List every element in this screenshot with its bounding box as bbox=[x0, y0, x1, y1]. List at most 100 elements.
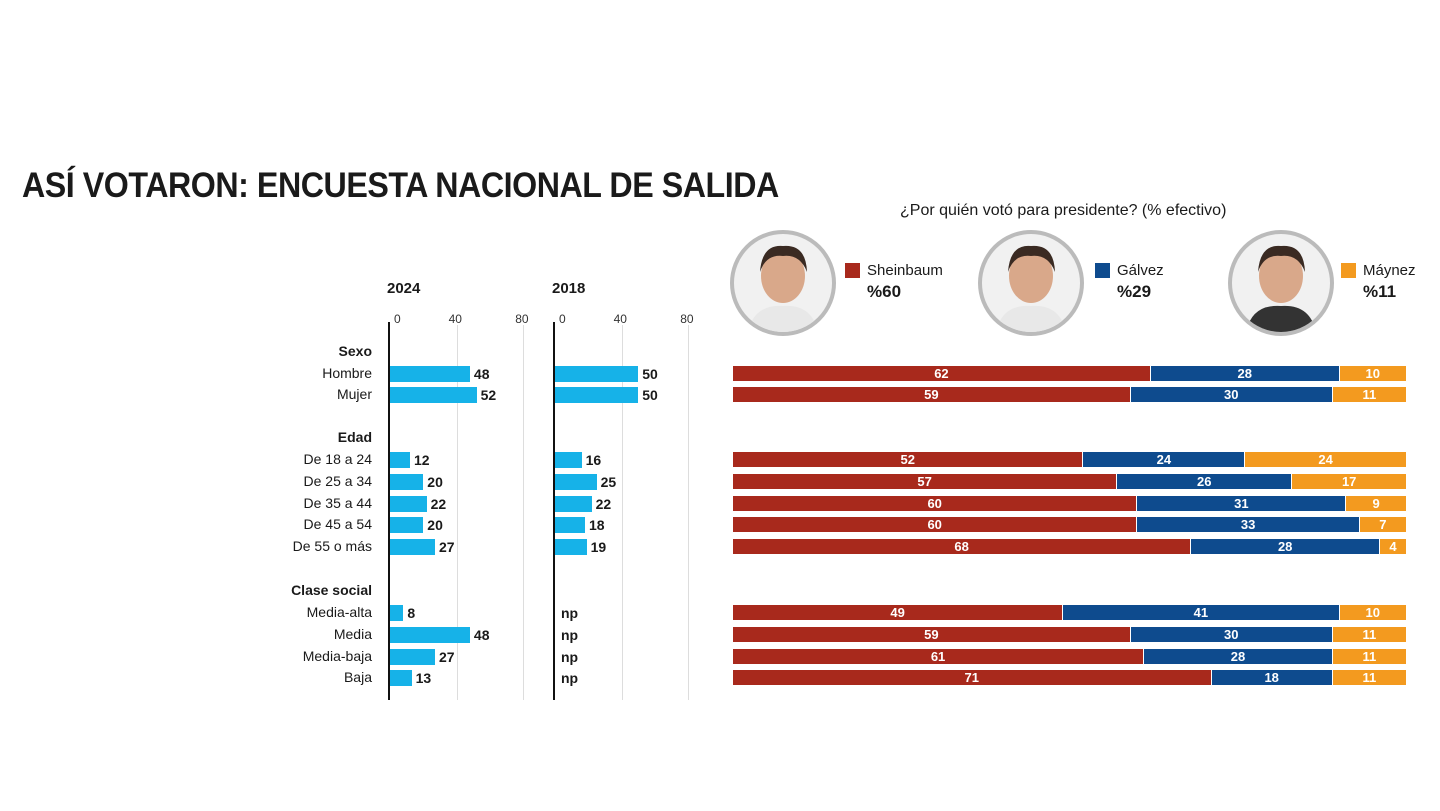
panel-year: 2024 bbox=[387, 280, 421, 297]
category-label: De 18 a 24 bbox=[303, 451, 373, 467]
group-label: Clase social bbox=[291, 582, 372, 598]
candidate-photo bbox=[978, 230, 1084, 336]
bar bbox=[390, 539, 435, 555]
candidate-photo bbox=[1228, 230, 1334, 336]
axis-tick-label: 0 bbox=[559, 312, 566, 326]
bar-value-label: 22 bbox=[595, 496, 612, 512]
bar bbox=[555, 474, 597, 490]
stacked-segment-máynez: 11 bbox=[1332, 627, 1406, 642]
bar bbox=[555, 366, 639, 382]
legend-swatch bbox=[1095, 263, 1110, 278]
axis-line bbox=[388, 322, 390, 700]
stacked-segment-sheinbaum: 60 bbox=[733, 496, 1137, 511]
category-label: Media-alta bbox=[306, 604, 372, 620]
stacked-segment-gálvez: 18 bbox=[1211, 670, 1332, 685]
category-label: De 45 a 54 bbox=[303, 516, 373, 532]
bar-value-label: 27 bbox=[438, 649, 455, 665]
axis-tick-label: 80 bbox=[680, 312, 694, 326]
bar-value-label: 20 bbox=[427, 474, 443, 490]
stacked-segment-sheinbaum: 59 bbox=[733, 387, 1130, 402]
np-label: np bbox=[561, 627, 579, 643]
bar bbox=[555, 517, 585, 533]
stacked-segment-máynez: 11 bbox=[1332, 387, 1406, 402]
axis-tick-label: 40 bbox=[448, 312, 462, 326]
candidate-photo bbox=[730, 230, 836, 336]
stacked-segment-sheinbaum: 60 bbox=[733, 517, 1137, 532]
gridline bbox=[456, 325, 458, 700]
stacked-segment-máynez: 11 bbox=[1332, 649, 1406, 664]
gridline bbox=[688, 325, 690, 700]
axis-tick-label: 80 bbox=[515, 312, 529, 326]
stacked-segment-sheinbaum: 61 bbox=[733, 649, 1144, 664]
bar bbox=[555, 452, 582, 468]
stacked-segment-sheinbaum: 59 bbox=[733, 627, 1130, 642]
category-label: Media bbox=[333, 626, 372, 642]
stacked-segment-gálvez: 28 bbox=[1144, 649, 1332, 664]
stacked-segment-sheinbaum: 71 bbox=[733, 670, 1211, 685]
bar-value-label: 52 bbox=[480, 387, 497, 403]
bar-value-label: 13 bbox=[415, 670, 432, 686]
category-label: Mujer bbox=[336, 386, 372, 402]
legend-name: Gálvez bbox=[1117, 262, 1164, 279]
bar-value-label: 20 bbox=[427, 517, 443, 533]
bar bbox=[390, 627, 470, 643]
bar-value-label: 22 bbox=[430, 496, 447, 512]
bar-value-label: 50 bbox=[642, 387, 658, 403]
legend-percent: %11 bbox=[1363, 282, 1397, 301]
gridline bbox=[621, 325, 623, 700]
stacked-segment-máynez: 17 bbox=[1292, 474, 1406, 489]
bar-value-label: 18 bbox=[588, 517, 605, 533]
stacked-segment-máynez: 10 bbox=[1339, 605, 1406, 620]
stacked-segment-sheinbaum: 52 bbox=[733, 452, 1083, 467]
bar bbox=[390, 474, 424, 490]
bar bbox=[390, 366, 470, 382]
bar-value-label: 27 bbox=[438, 539, 455, 555]
bar bbox=[555, 387, 639, 403]
bar bbox=[555, 539, 587, 555]
bar-value-label: 48 bbox=[473, 627, 490, 643]
bar bbox=[390, 387, 477, 403]
legend-percent: %60 bbox=[867, 282, 902, 301]
axis-tick-label: 40 bbox=[613, 312, 627, 326]
np-label: np bbox=[561, 649, 579, 665]
bar-value-label: 16 bbox=[585, 452, 602, 468]
bar-value-label: 12 bbox=[413, 452, 430, 468]
legend-percent: %29 bbox=[1117, 282, 1152, 301]
bar bbox=[390, 605, 404, 621]
stacked-segment-máynez: 7 bbox=[1359, 517, 1406, 532]
group-label: Sexo bbox=[338, 343, 372, 359]
bar bbox=[390, 649, 435, 665]
stacked-segment-gálvez: 30 bbox=[1130, 627, 1332, 642]
stacked-segment-máynez: 4 bbox=[1380, 539, 1406, 554]
category-label: De 35 a 44 bbox=[303, 495, 373, 511]
page-title: ASÍ VOTARON: ENCUESTA NACIONAL DE SALIDA bbox=[22, 166, 779, 205]
stacked-segment-gálvez: 26 bbox=[1117, 474, 1292, 489]
bar bbox=[390, 452, 410, 468]
bar-value-label: 8 bbox=[407, 605, 416, 621]
category-label: Hombre bbox=[322, 365, 372, 381]
legend-swatch bbox=[1341, 263, 1356, 278]
stacked-segment-gálvez: 41 bbox=[1063, 605, 1339, 620]
bar bbox=[390, 670, 412, 686]
stacked-segment-máynez: 11 bbox=[1332, 670, 1406, 685]
np-label: np bbox=[561, 670, 579, 686]
stacked-segment-sheinbaum: 68 bbox=[733, 539, 1191, 554]
category-label: De 55 o más bbox=[292, 538, 372, 554]
bar bbox=[390, 517, 424, 533]
axis-line bbox=[553, 322, 555, 700]
legend-swatch bbox=[845, 263, 860, 278]
bar-value-label: 48 bbox=[473, 366, 490, 382]
stacked-segment-sheinbaum: 57 bbox=[733, 474, 1117, 489]
group-label: Edad bbox=[337, 429, 372, 445]
gridline bbox=[523, 325, 525, 700]
legend-name: Sheinbaum bbox=[867, 262, 943, 279]
question-subtitle: ¿Por quién votó para presidente? (% efec… bbox=[900, 202, 1227, 219]
stacked-segment-máynez: 9 bbox=[1346, 496, 1406, 511]
stacked-segment-máynez: 24 bbox=[1245, 452, 1406, 467]
np-label: np bbox=[561, 605, 579, 621]
stacked-segment-máynez: 10 bbox=[1339, 366, 1406, 381]
category-label: De 25 a 34 bbox=[303, 473, 373, 489]
stacked-segment-gálvez: 30 bbox=[1130, 387, 1332, 402]
stacked-segment-sheinbaum: 62 bbox=[733, 366, 1150, 381]
panel-year: 2018 bbox=[552, 280, 586, 297]
